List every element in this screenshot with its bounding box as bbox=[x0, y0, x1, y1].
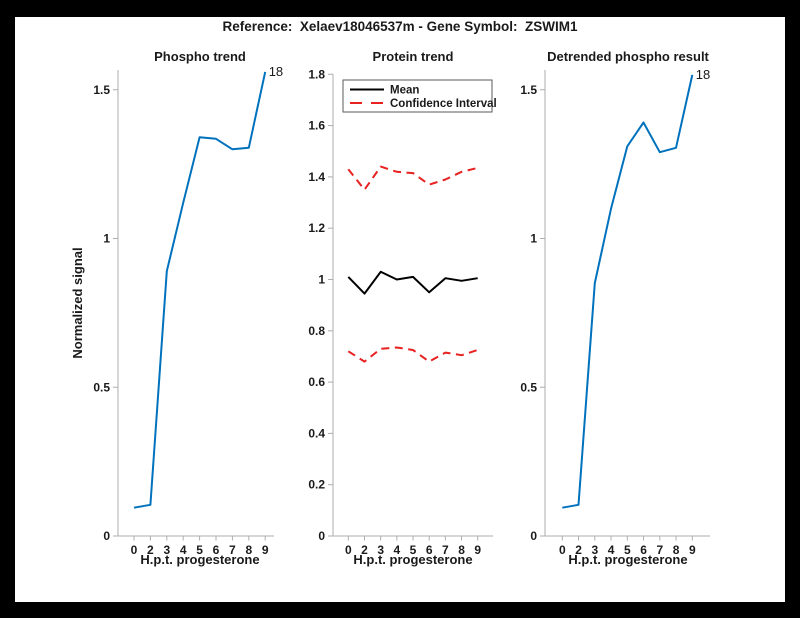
y-tick-label: 0.5 bbox=[520, 380, 537, 394]
x-tick-label: 4 bbox=[393, 543, 400, 557]
x-tick-label: 2 bbox=[361, 543, 368, 557]
x-tick-label: 6 bbox=[426, 543, 433, 557]
x-tick-label: 9 bbox=[262, 543, 269, 557]
y-tick-label: 1.5 bbox=[520, 83, 537, 97]
last-point-annotation: 18 bbox=[269, 64, 283, 79]
x-tick-label: 8 bbox=[458, 543, 465, 557]
y-tick-label: 0 bbox=[103, 529, 110, 543]
x-tick-label: 8 bbox=[673, 543, 680, 557]
y-tick-label: 1.2 bbox=[308, 221, 325, 235]
chart3-x-axis-label: H.p.t. progesterone bbox=[568, 552, 688, 567]
y-tick-label: 0.6 bbox=[308, 375, 325, 389]
last-point-annotation: 18 bbox=[696, 67, 710, 82]
y-tick-label: 1.8 bbox=[308, 67, 325, 81]
x-tick-label: 4 bbox=[180, 543, 187, 557]
x-tick-label: 2 bbox=[147, 543, 154, 557]
y-tick-label: 0.4 bbox=[308, 426, 325, 440]
series-detrended-phospho-signal bbox=[562, 74, 694, 509]
chart1-x-axis-label: H.p.t. progesterone bbox=[140, 552, 260, 567]
series-confidence-interval-lower bbox=[347, 346, 479, 363]
figure-title: Reference: Xelaev18046537m - Gene Symbol… bbox=[222, 19, 578, 34]
legend-label: Mean bbox=[390, 85, 419, 97]
x-tick-label: 2 bbox=[575, 543, 582, 557]
x-tick-label: 0 bbox=[345, 543, 352, 557]
x-tick-label: 6 bbox=[640, 543, 647, 557]
y-tick-label: 1 bbox=[103, 232, 110, 246]
x-tick-label: 8 bbox=[245, 543, 252, 557]
chart2-title: Protein trend bbox=[372, 49, 454, 64]
y-tick-label: 0.2 bbox=[308, 478, 325, 492]
y-tick-label: 0.5 bbox=[93, 380, 110, 394]
y-tick-label: 1.6 bbox=[308, 119, 325, 133]
chart1-title: Phospho trend bbox=[154, 49, 246, 64]
x-tick-label: 7 bbox=[442, 543, 449, 557]
x-tick-label: 3 bbox=[591, 543, 598, 557]
x-tick-label: 0 bbox=[559, 543, 566, 557]
plot-protein-trend: 0 2 3 4 5 6 7 8 900.20.40.60.811.21.41.61.8MeanC… bbox=[308, 67, 496, 557]
x-tick-label: 7 bbox=[656, 543, 663, 557]
y-tick-label: 1.4 bbox=[308, 170, 325, 184]
x-tick-label: 0 bbox=[131, 543, 138, 557]
x-tick-label: 3 bbox=[163, 543, 170, 557]
series-phospho-signal bbox=[133, 71, 267, 509]
y-tick-label: 1 bbox=[318, 273, 325, 287]
series-confidence-interval-upper bbox=[347, 165, 478, 191]
x-tick-label: 9 bbox=[689, 543, 696, 557]
y-tick-label: 1.5 bbox=[93, 83, 110, 97]
y-tick-label: 0.8 bbox=[308, 324, 325, 338]
y-tick-label: 1 bbox=[530, 232, 537, 246]
x-tick-label: 7 bbox=[229, 543, 236, 557]
x-tick-label: 6 bbox=[213, 543, 220, 557]
x-tick-label: 4 bbox=[608, 543, 615, 557]
legend-label: Confidence Interval bbox=[390, 98, 497, 110]
series-mean bbox=[347, 270, 478, 295]
figure-canvas bbox=[15, 17, 785, 602]
x-tick-label: 5 bbox=[410, 543, 417, 557]
x-tick-label: 5 bbox=[624, 543, 631, 557]
y-tick-label: 0 bbox=[530, 529, 537, 543]
plot-detrended-phospho-result: 0 2 3 4 5 6 7 8 900.511.518 bbox=[520, 67, 710, 557]
x-tick-label: 9 bbox=[474, 543, 481, 557]
y-tick-label: 0 bbox=[318, 529, 325, 543]
chart3-title: Detrended phospho result bbox=[547, 49, 709, 64]
x-tick-label: 3 bbox=[377, 543, 384, 557]
legend-box bbox=[342, 79, 493, 113]
x-tick-label: 5 bbox=[196, 543, 203, 557]
plot-phospho-trend: 0 2 3 4 5 6 7 8 900.511.518 bbox=[93, 64, 283, 557]
chart2-x-axis-label: H.p.t. progesterone bbox=[353, 552, 473, 567]
